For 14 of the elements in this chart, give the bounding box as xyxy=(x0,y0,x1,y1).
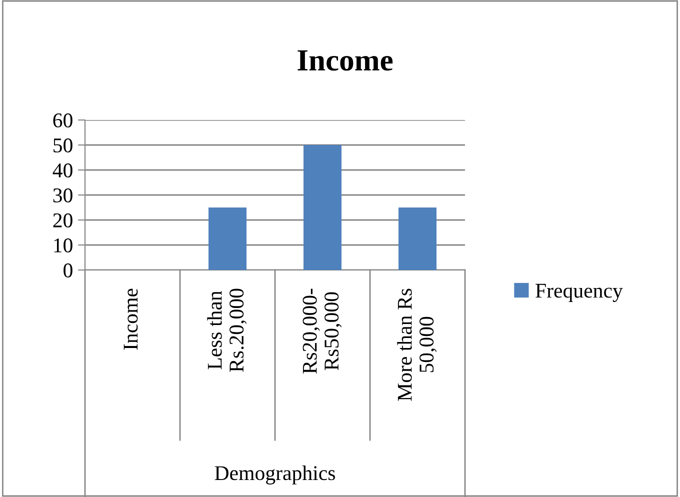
legend-label: Frequency xyxy=(536,284,623,302)
y-tick-label: 30 xyxy=(53,188,72,202)
y-tick-label: 50 xyxy=(54,138,72,152)
x-tick-label: Less than Rs.20,000 xyxy=(207,288,247,372)
y-tick-label: 10 xyxy=(54,238,72,252)
y-tick-label: 60 xyxy=(53,113,72,128)
y-tick-label: 20 xyxy=(53,213,72,228)
x-tick-label: Income xyxy=(124,288,138,350)
chart-title: Income xyxy=(298,50,393,71)
y-tick-label: 40 xyxy=(52,163,72,178)
x-axis-title: Demographics xyxy=(214,466,335,484)
x-tick-label: More than Rs 50,000 xyxy=(397,288,437,401)
x-tick-label: Rs20,000- Rs50,000 xyxy=(302,288,342,374)
y-tick-label: 0 xyxy=(64,263,72,278)
